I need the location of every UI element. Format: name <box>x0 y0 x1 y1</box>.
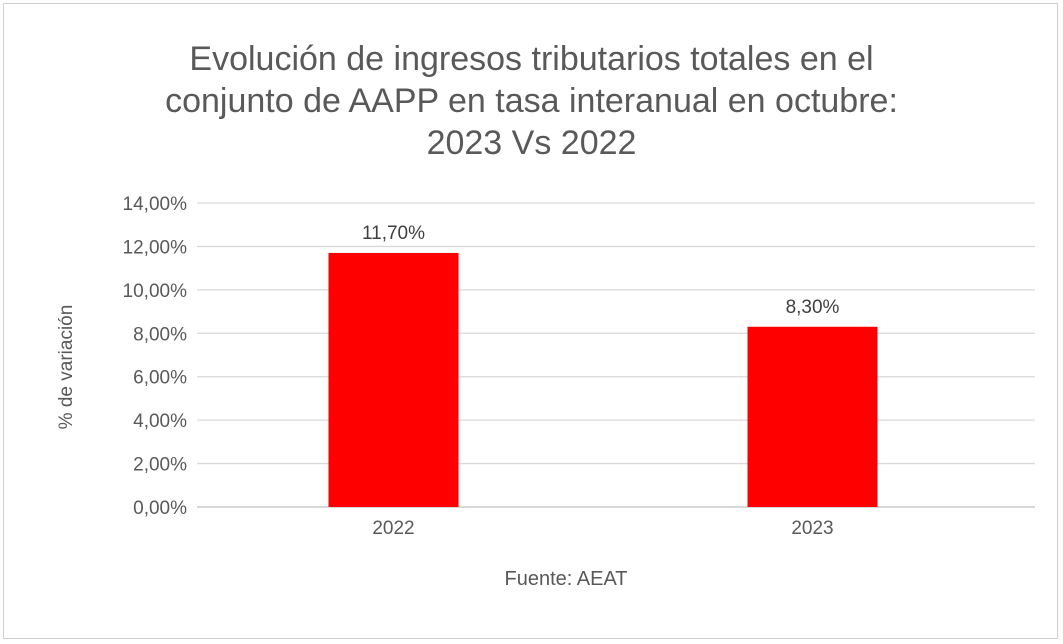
x-tick-label-2023: 2023 <box>791 518 833 539</box>
gridlines <box>197 202 1035 508</box>
data-label-2023: 8,30% <box>786 297 840 318</box>
x-tick-label-2022: 2022 <box>372 518 414 539</box>
chart-title: Evolución de ingresos tributarios totale… <box>0 38 1063 164</box>
y-tick-label: 2,00% <box>133 455 187 476</box>
y-tick-labels: 0,00% 2,00% 4,00% 6,00% 8,00% 10,00% 12,00% 14,… <box>123 194 188 519</box>
y-tick-label: 14,00% <box>123 194 188 215</box>
x-tick-labels: 2022 2023 <box>372 518 833 539</box>
y-axis-label: % de variación <box>56 305 77 430</box>
x-axis-label-source: Fuente: AEAT <box>504 568 627 590</box>
chart-title-line-2: conjunto de AAPP en tasa interanual en o… <box>165 82 898 120</box>
y-tick-label: 10,00% <box>123 281 188 302</box>
chart-title-line-1: Evolución de ingresos tributarios totale… <box>189 40 874 78</box>
bars: 11,70% 8,30% <box>328 223 878 507</box>
chart-frame <box>3 3 1058 639</box>
chart-title-line-3: 2023 Vs 2022 <box>426 124 637 162</box>
y-tick-label: 8,00% <box>133 324 187 345</box>
y-tick-label: 4,00% <box>133 411 187 432</box>
y-tick-label: 12,00% <box>123 237 188 258</box>
bar-2022 <box>328 252 459 507</box>
y-tick-label: 6,00% <box>133 368 187 389</box>
bar-2023 <box>747 326 878 507</box>
y-tick-label: 0,00% <box>133 498 187 519</box>
data-label-2022: 11,70% <box>362 223 425 244</box>
